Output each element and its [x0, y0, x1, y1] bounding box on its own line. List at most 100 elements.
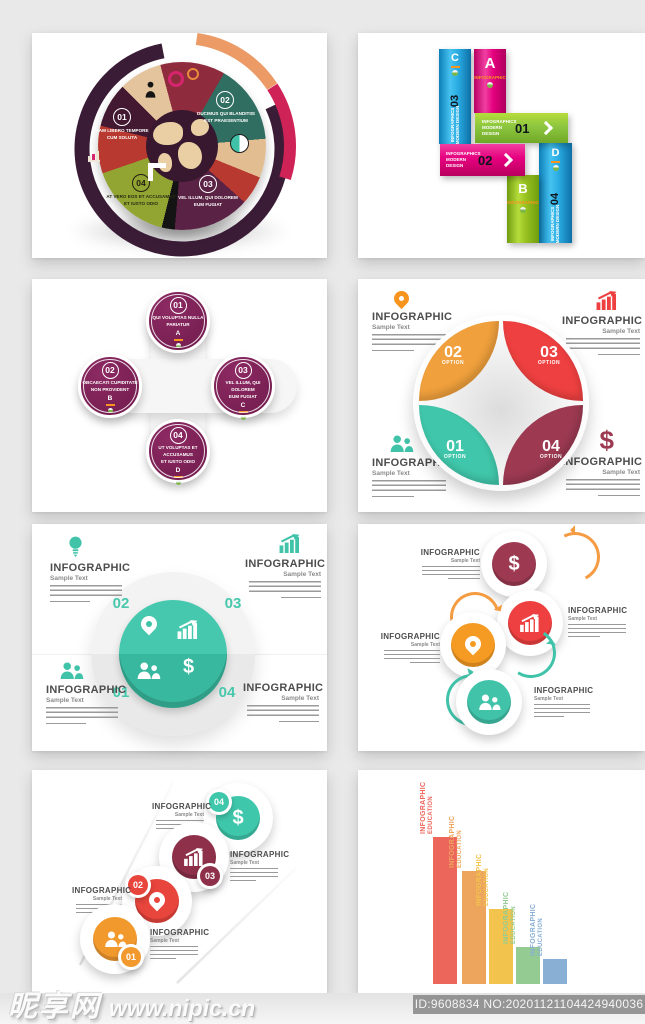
step-location — [451, 623, 495, 667]
text-lines — [50, 585, 122, 599]
text-lines — [46, 707, 118, 721]
label-group-step1: INFOGRAPHIC Sample Text — [416, 548, 480, 580]
mini-ball-icon — [107, 407, 113, 413]
label-title: INFOGRAPHIC — [152, 802, 212, 811]
accent-bar — [238, 410, 248, 413]
location-pin-icon — [461, 632, 485, 655]
label-subtitle: Sample Text — [602, 469, 640, 476]
people-icon — [60, 662, 84, 679]
pie-caption-02: DUCIMUS QUI BLANDITIIS EST PRAESENTIUM — [197, 111, 255, 123]
ribbon-number: 01 — [515, 120, 530, 136]
mini-ball-icon — [520, 207, 526, 213]
label-subtitle: Sample Text — [281, 695, 319, 702]
text-lines — [566, 479, 640, 493]
ribbon-number: 04 — [549, 192, 561, 206]
label-title: INFOGRAPHIC — [372, 311, 453, 323]
site-url: www.nipic.cn — [109, 995, 256, 1021]
text-line-short — [534, 716, 564, 718]
ribbon-letter: D — [551, 147, 560, 159]
bar-chart-label: INFOGRAPHIC EDUCATION — [476, 853, 491, 906]
bubble-04: 04 UT VOLUPTAS ET ACCUSAMUS ET IUSTO ODIO… — [146, 419, 210, 485]
text-line-short — [598, 354, 640, 356]
accent-bar — [450, 66, 460, 68]
label-subtitle: Sample Text — [174, 812, 204, 818]
pie-badge-03: 03 — [199, 175, 217, 193]
text-line-short — [598, 495, 640, 497]
pie-caption-04: AT VERO EOS ET ACCUSAMUS ET IUSTO ODIO — [106, 194, 176, 206]
bar-chart-bar — [516, 947, 540, 984]
site-watermark: 昵享网 www.nipic.cn — [8, 983, 255, 1024]
bubble-text: QUI VOLUPTAS NULLA PARIATUR — [152, 315, 204, 327]
bubble-letter: D — [175, 466, 181, 474]
step-ring — [456, 669, 522, 735]
step-ring — [497, 590, 563, 656]
label-title: INFOGRAPHIC — [50, 562, 131, 574]
label-group-step2: INFOGRAPHIC Sample Text — [568, 606, 632, 638]
label-title: INFOGRAPHIC — [46, 684, 127, 696]
panel-pie-wheel: 01 02 03 04 NAM LIBERO TEMPORE CUM SOLUTA… — [32, 33, 327, 258]
petal-circle: 02 OPTION 03 OPTION 01 OPTION 04 OPTION — [413, 315, 589, 491]
people-icon — [390, 435, 414, 452]
ribbon-c: C 03 INFOGRAPHICS MODERN DESIGN — [439, 49, 471, 144]
bubble-number: 04 — [169, 427, 187, 444]
label-subtitle: Sample Text — [450, 558, 480, 564]
label-title: INFOGRAPHIC — [230, 850, 290, 859]
ribbon-01: INFOGRAPHICS MODERN DESIGN 01 — [475, 113, 568, 143]
text-line-short — [279, 721, 319, 723]
ribbon-number: 02 — [478, 152, 493, 168]
number-04: 04 — [218, 684, 236, 701]
mini-ball-icon — [175, 479, 181, 485]
ribbon-brand-text: INFOGRAPHICS MODERN DESIGN — [450, 105, 460, 145]
bar-chart-bar — [462, 871, 486, 984]
growth-chart-icon — [279, 534, 300, 553]
label-group-top-left: INFOGRAPHIC Sample Text — [372, 287, 453, 352]
panel-teal-sphere: $ 02 03 01 04 INFOGRAPHIC Sample Text IN… — [32, 524, 327, 751]
text-line-short — [230, 880, 256, 882]
label-subtitle: Sample Text — [46, 697, 84, 704]
label-subtitle: Sample Text — [50, 575, 88, 582]
label-subtitle: Sample Text — [150, 938, 180, 944]
mini-ball-icon — [552, 165, 559, 171]
badge-number: 03 — [200, 866, 220, 886]
label-title: INFOGRAPHIC — [568, 606, 628, 615]
label-title: INFOGRAPHIC — [420, 548, 480, 557]
text-lines — [249, 581, 321, 595]
ribbon-letter: C — [451, 52, 459, 64]
site-name: 昵享网 — [8, 991, 102, 1023]
bubble-number: 01 — [169, 297, 187, 314]
option-number: 01 OPTION — [443, 438, 467, 460]
step-badge-04: 04 — [206, 789, 232, 815]
mini-ball-icon — [452, 70, 458, 76]
number-02: 02 — [112, 595, 130, 612]
text-line-short — [46, 723, 86, 725]
ribbon-small-label: INFOGRAPHIC — [507, 200, 539, 205]
bubble-text: VEL ILLUM, QUI DOLOREM EUM FUGIAT — [225, 380, 261, 399]
option-number: 03 OPTION — [537, 344, 561, 366]
panel-ribbons: C 03 INFOGRAPHICS MODERN DESIGN A INFOGRA… — [358, 33, 645, 258]
step-ring — [80, 904, 150, 974]
ribbon-letter: B — [518, 181, 528, 196]
text-line-short — [150, 958, 176, 960]
globe-icon — [146, 110, 218, 182]
label-subtitle: Sample Text — [602, 328, 640, 335]
growth-chart-icon — [596, 291, 617, 310]
step-badge-01: 01 — [118, 944, 144, 970]
text-lines — [568, 624, 626, 634]
ribbon-small-label: INFOGRAPHIC — [474, 75, 506, 80]
text-line-short — [410, 662, 440, 664]
label-subtitle: Sample Text — [92, 896, 122, 902]
label-subtitle: Sample Text — [534, 696, 564, 702]
label-group-top-left: INFOGRAPHIC Sample Text — [50, 536, 131, 603]
bubble-03: 03 VEL ILLUM, QUI DOLOREM EUM FUGIAT C — [211, 354, 275, 420]
growth-chart-icon — [184, 848, 203, 866]
label-title: INFOGRAPHIC — [372, 457, 453, 469]
ribbon-letter: A — [484, 55, 496, 72]
label-group-bottom-right: $ INFOGRAPHIC Sample Text — [562, 425, 642, 497]
bar-chart-label: INFOGRAPHIC EDUCATION — [449, 815, 464, 868]
bubble-text: OBCAECATI CUPIDITATE NON PROVIDENT — [82, 380, 138, 392]
text-lines — [372, 480, 446, 494]
ribbon-02: INFOGRAPHICS MODERN DESIGN 02 — [440, 144, 525, 176]
image-id-bar: ID:9608834 NO:20201121104424940036 — [413, 995, 645, 1014]
bubble-number: 03 — [234, 362, 252, 379]
